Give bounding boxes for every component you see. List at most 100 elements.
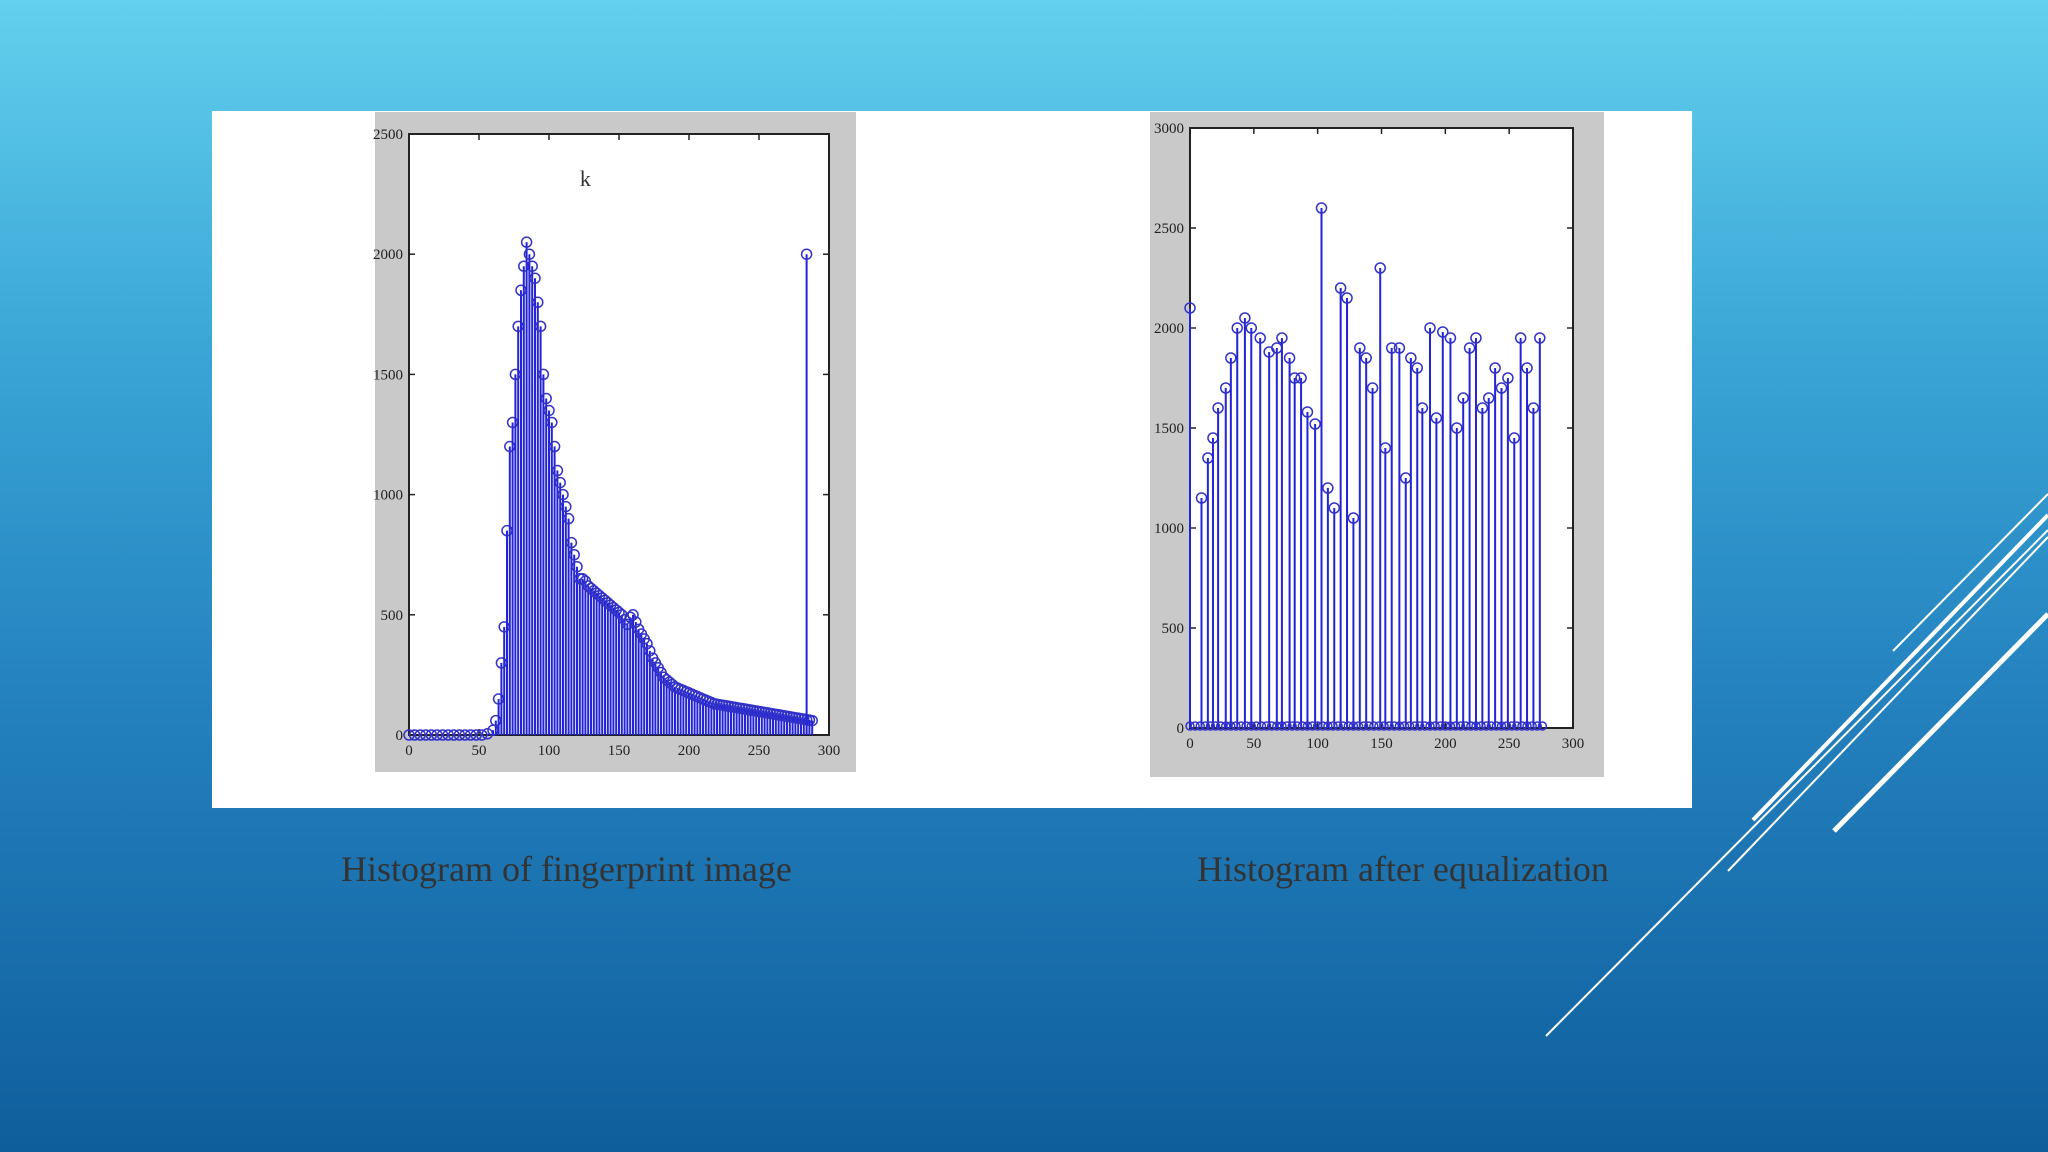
x-tick-label: 300 [818,743,841,759]
baseline-marker [1450,721,1461,731]
baseline-marker [1461,721,1471,731]
decor-line-5 [1545,529,2048,1037]
decor-line-1 [1892,493,2048,652]
caption-original-histogram: Histogram of fingerprint image [341,849,792,889]
baseline-marker [1318,721,1328,731]
stem-marker [520,236,533,248]
stem-marker [1451,422,1463,434]
y-tick-label: 1500 [373,367,403,383]
stem-marker [1245,322,1258,334]
stem-marker [1495,382,1508,394]
stem-marker [526,260,538,272]
baseline-marker [1215,721,1226,731]
baseline-marker [1261,721,1272,731]
y-tick-label: 3000 [1154,121,1184,137]
x-tick-label: 100 [538,743,561,759]
x-tick-label: 250 [1498,736,1521,752]
outlier-marker [800,248,813,260]
stem-marker [1430,412,1443,424]
stem-marker [571,560,583,573]
baseline-marker [1277,721,1287,731]
x-tick-label: 150 [608,743,631,759]
baseline-marker [1287,721,1297,731]
baseline-marker [1476,721,1486,731]
stem-marker [1379,442,1392,454]
baseline-marker [1363,721,1374,731]
stem-marker [523,248,536,260]
stem-marker [1328,502,1341,514]
baseline-marker [1338,721,1348,731]
y-tick-label: 0 [1177,721,1185,737]
stem-marker [1374,262,1386,274]
stem-marker [1322,482,1334,494]
stem-marker [1231,322,1243,334]
stem-marker [1416,402,1429,414]
x-tick-label: 200 [678,743,701,759]
stem-marker [1476,402,1489,414]
stem-marker [414,729,426,741]
baseline-marker [1205,721,1216,731]
baseline-marker [1251,721,1262,731]
x-tick-label: 100 [1306,736,1329,752]
baseline-marker [1491,721,1502,731]
baseline-marker [1272,721,1282,731]
baseline-marker [1409,721,1420,731]
stem-marker [546,416,558,429]
stem-marker [1334,282,1347,294]
stem-marker [1366,382,1379,394]
decor-line-4 [1832,612,2048,833]
baseline-marker [1430,721,1440,731]
baseline-marker [1369,721,1379,731]
baseline-marker [1241,721,1251,731]
baseline-marker [1312,721,1323,731]
decor-line-2 [1751,513,2048,822]
stem-marker [565,536,578,549]
baseline-marker [1486,721,1497,731]
baseline-marker [1246,721,1257,731]
stem-marker [1276,332,1288,344]
stem-marker [1470,332,1482,344]
baseline-marker [1440,721,1451,731]
stem-marker [1283,352,1296,364]
stem-marker [551,464,564,477]
stem-marker [1534,332,1546,344]
stem-marker [1385,342,1398,354]
baseline-marker [1512,721,1522,731]
stem-marker [425,729,438,741]
baseline-marker [1328,721,1338,731]
baseline-marker [1266,721,1277,731]
baseline-marker [1185,721,1195,731]
stem-marker [1463,342,1476,354]
y-tick-label: 2000 [1154,321,1184,337]
stem-marker [554,476,566,489]
chart-annotation: k [580,166,591,191]
baseline-marker [1501,721,1512,731]
baseline-marker [1374,721,1384,731]
stem-marker [470,729,482,741]
baseline-marker [1297,721,1308,731]
stem-marker [560,500,572,513]
y-tick-label: 2500 [373,127,403,143]
stem-marker [532,296,544,309]
x-tick-label: 0 [405,743,413,759]
baseline-marker [1420,721,1430,731]
baseline-marker [1348,721,1359,731]
stem-marker [1212,402,1224,414]
baseline-marker [1415,721,1425,731]
baseline-marker [1231,721,1241,731]
baseline-marker [1190,721,1200,731]
stem-marker [1482,392,1495,404]
baseline-marker [1537,721,1548,731]
stem-marker [1184,302,1196,314]
stem-marker [548,440,561,453]
stem-marker [543,404,555,417]
x-tick-label: 150 [1370,736,1393,752]
x-tick-label: 250 [748,743,771,759]
baseline-marker [1323,721,1333,731]
baseline-marker [1282,721,1292,731]
y-tick-label: 500 [1162,621,1185,637]
baseline-marker [1292,721,1302,731]
baseline-marker [1466,721,1476,731]
stem-marker [1424,322,1436,334]
